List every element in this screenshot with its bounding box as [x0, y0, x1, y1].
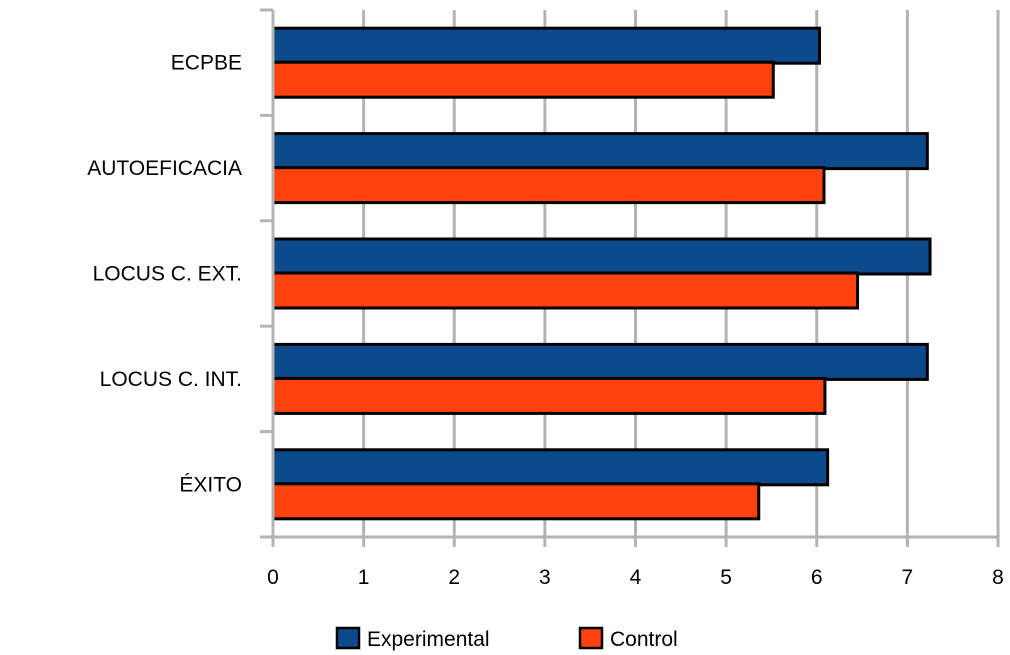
bar-experimental-3: [271, 342, 929, 381]
category-label: LOCUS C. INT.: [100, 368, 242, 391]
x-tick-label: 3: [539, 566, 551, 589]
category-label: LOCUS C. EXT.: [93, 263, 242, 286]
x-tick-label: 2: [448, 566, 460, 589]
bar-experimental-1: [271, 132, 929, 171]
category-label: AUTOEFICACIA: [87, 157, 242, 180]
legend-swatch-control: [578, 626, 604, 650]
bar-control-3: [271, 376, 827, 415]
bar-control-0: [271, 60, 775, 99]
x-tick-label: 1: [358, 566, 370, 589]
tick-labels: 0 1 2 3 4 5 6 7 8: [267, 566, 1004, 589]
bar-control-1: [271, 166, 826, 205]
x-tick-label: 8: [992, 566, 1004, 589]
legend: Experimental Control: [335, 626, 678, 651]
bar-experimental-2: [271, 237, 932, 276]
axes: [260, 8, 1000, 547]
legend-swatch-experimental: [335, 626, 361, 650]
legend-label-control: Control: [610, 628, 678, 651]
bar-control-4: [271, 482, 761, 521]
bar-experimental-0: [271, 26, 821, 65]
x-tick-label: 7: [902, 566, 914, 589]
legend-label-experimental: Experimental: [367, 628, 490, 651]
category-label: ÉXITO: [179, 473, 242, 496]
category-label: ECPBE: [171, 52, 242, 75]
x-tick-label: 5: [720, 566, 732, 589]
x-tick-label: 0: [267, 566, 279, 589]
bar-experimental-4: [271, 448, 830, 487]
category-labels: ECPBE AUTOEFICACIA LOCUS C. EXT. LOCUS C. I…: [87, 52, 242, 497]
x-tick-label: 4: [630, 566, 642, 589]
bars: [271, 26, 932, 521]
bar-control-2: [271, 271, 860, 310]
x-tick-label: 6: [811, 566, 823, 589]
